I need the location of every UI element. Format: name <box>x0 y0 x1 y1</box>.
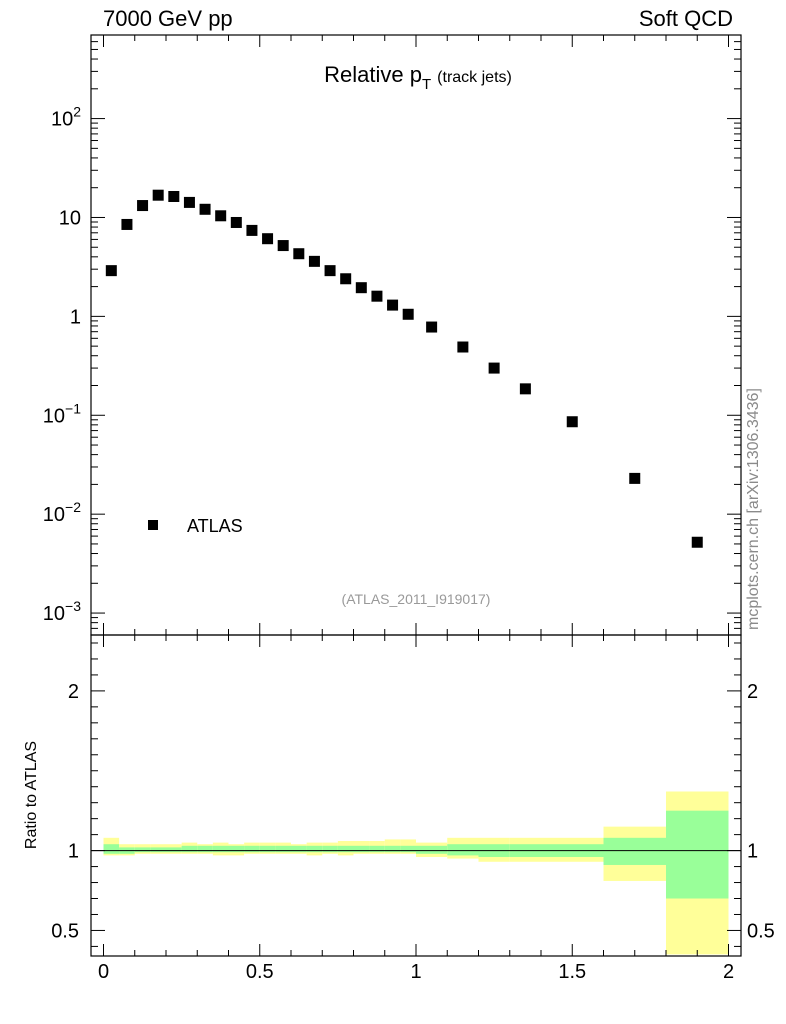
data-point <box>277 240 289 252</box>
data-point <box>168 190 180 202</box>
ratio-inner-band <box>150 847 166 853</box>
axis-ticks <box>91 34 741 956</box>
ratio-plot-frame <box>90 634 742 957</box>
data-point <box>215 210 227 222</box>
data-point <box>457 341 469 353</box>
x-tick-label: 0 <box>98 961 109 983</box>
ratio-inner-band <box>103 844 120 854</box>
ratio-inner-band <box>400 845 416 853</box>
ratio-inner-band <box>259 845 276 853</box>
data-point <box>137 200 149 212</box>
ratio-inner-band <box>603 837 666 865</box>
data-point <box>293 248 305 260</box>
top-y-tick-label: 10−1 <box>43 400 81 427</box>
data-point <box>246 224 258 236</box>
top-y-tick-label: 10−3 <box>43 598 81 625</box>
ratio-inner-band <box>181 845 198 853</box>
top-y-tick-label: 102 <box>51 104 81 131</box>
top-plot-frame <box>90 34 742 636</box>
top-series-points <box>105 189 703 548</box>
ratio-inner-band <box>416 845 448 854</box>
header-right-label: Soft QCD <box>638 6 733 31</box>
top-y-tick-label: 10 <box>59 207 81 229</box>
legend-marker <box>148 520 158 530</box>
ratio-y-tick-label: 2 <box>68 681 79 703</box>
ratio-bands <box>103 791 729 955</box>
data-point <box>121 218 133 230</box>
ratio-inner-band <box>337 845 354 853</box>
x-tick-label: 0.5 <box>246 961 274 983</box>
header-left-label: 7000 GeV pp <box>103 6 233 31</box>
axis-tick-labels: 10−3 10−2 10−1 1 10 102 0.5 0.5 1 1 2 2 0 0.5 1 1.5 2 <box>43 104 775 983</box>
ratio-inner-band <box>291 845 307 853</box>
data-point <box>230 216 242 228</box>
ratio-inner-band <box>666 810 729 899</box>
analysis-tag: (ATLAS_2011_I919017) <box>342 591 491 607</box>
ratio-y-tick-label: 1 <box>68 841 79 863</box>
ratio-inner-band <box>369 845 385 853</box>
ratio-inner-band <box>353 845 370 853</box>
ratio-inner-band <box>244 845 260 853</box>
ratio-inner-band <box>306 845 323 853</box>
data-point <box>324 265 336 277</box>
data-point <box>519 383 531 395</box>
ratio-inner-band <box>228 845 245 853</box>
data-point <box>566 416 578 428</box>
x-tick-label: 1.5 <box>558 961 586 983</box>
data-point <box>308 255 320 267</box>
ratio-y-tick-label-right: 0.5 <box>747 920 775 942</box>
ratio-inner-band <box>197 845 213 853</box>
x-tick-label: 1 <box>410 961 421 983</box>
data-point <box>387 299 399 311</box>
ratio-y-tick-label-right: 1 <box>747 841 758 863</box>
data-point <box>355 282 367 294</box>
data-point <box>262 233 274 245</box>
ratio-inner-band <box>275 845 291 853</box>
data-point <box>488 362 500 374</box>
data-point <box>426 321 438 333</box>
ratio-inner-band <box>322 845 338 853</box>
top-y-tick-label: 1 <box>70 306 81 328</box>
ratio-inner-band <box>134 847 151 853</box>
data-point <box>691 536 703 548</box>
chart-title: Relative pT (track jets) <box>324 62 512 93</box>
data-point <box>105 265 117 277</box>
data-point <box>340 273 352 285</box>
data-point <box>199 203 211 215</box>
legend-label: ATLAS <box>187 516 243 536</box>
x-tick-label: 2 <box>723 961 734 983</box>
data-point <box>629 472 641 484</box>
ratio-inner-band <box>384 845 401 853</box>
ratio-inner-band <box>212 845 229 853</box>
ratio-y-tick-label-right: 2 <box>747 681 758 703</box>
ratio-inner-band <box>447 844 479 856</box>
data-point <box>152 189 164 201</box>
ratio-inner-band <box>166 847 182 853</box>
data-point <box>183 196 195 208</box>
top-y-tick-label: 10−2 <box>43 499 81 526</box>
ratio-y-axis-label: Ratio to ATLAS <box>23 741 40 849</box>
ratio-y-tick-label: 0.5 <box>51 920 79 942</box>
data-point <box>371 290 383 302</box>
data-point <box>402 308 414 320</box>
